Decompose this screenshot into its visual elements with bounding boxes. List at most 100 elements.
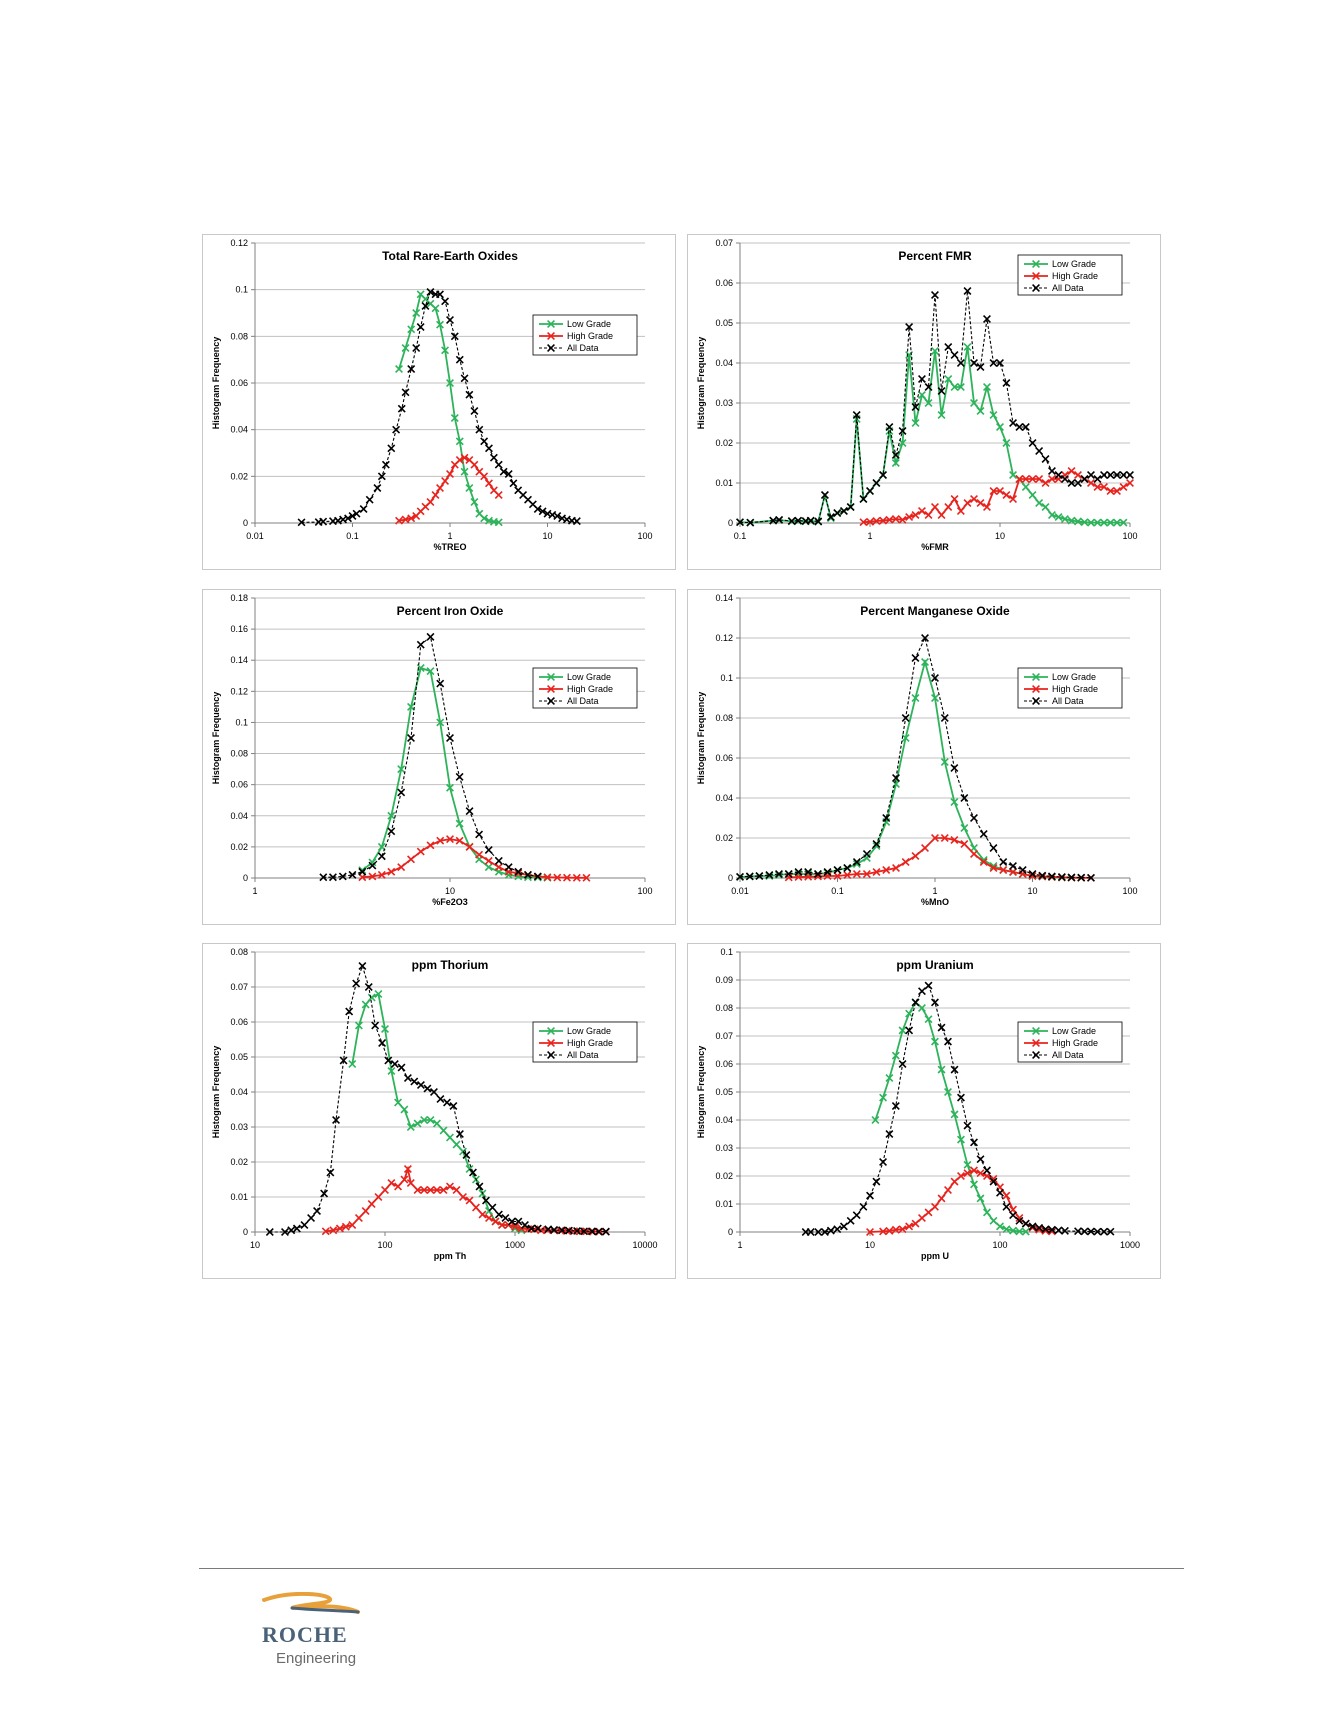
y-tick-label: 0.08 — [230, 331, 248, 341]
series-line — [863, 469, 1131, 524]
legend-label: Low Grade — [567, 319, 611, 329]
series-high-grade — [358, 835, 591, 882]
data-point — [1087, 479, 1095, 487]
y-tick-label: 0 — [243, 518, 248, 528]
data-point — [287, 1226, 296, 1235]
data-point — [970, 399, 978, 407]
data-point — [429, 1088, 438, 1096]
data-point — [397, 1063, 406, 1072]
data-point — [352, 509, 361, 518]
data-point — [491, 1217, 500, 1226]
data-point — [443, 1098, 451, 1107]
data-point — [416, 1081, 425, 1089]
data-point — [1067, 516, 1076, 525]
data-point — [381, 460, 390, 469]
data-point — [441, 477, 450, 485]
y-tick-label: 0.04 — [715, 1115, 733, 1125]
data-point — [395, 365, 403, 373]
data-point — [1015, 1216, 1024, 1225]
y-tick-label: 0 — [728, 873, 733, 883]
data-point — [445, 1182, 454, 1191]
x-tick-label: 0.01 — [731, 886, 749, 896]
data-point — [553, 873, 562, 882]
data-point — [313, 1207, 321, 1215]
data-point — [950, 1110, 959, 1119]
data-point — [1080, 518, 1089, 527]
data-point — [580, 1227, 589, 1236]
data-point — [891, 1051, 900, 1060]
data-point — [989, 411, 998, 419]
data-point — [445, 1133, 454, 1142]
data-point — [989, 359, 998, 367]
data-point — [441, 346, 450, 355]
legend-marker — [1032, 260, 1040, 268]
x-axis-label: %FMR — [921, 542, 949, 552]
data-point — [1041, 503, 1050, 511]
data-point — [1074, 1227, 1082, 1236]
data-point — [426, 667, 435, 676]
y-tick-label: 0.05 — [230, 1052, 248, 1062]
data-point — [1028, 870, 1037, 878]
y-axis-label: Histogram Frequency — [696, 692, 706, 785]
data-point — [892, 864, 900, 872]
x-tick-label: 10 — [250, 1240, 260, 1250]
data-point — [905, 1222, 914, 1231]
data-point — [891, 459, 900, 467]
y-tick-label: 0.1 — [720, 673, 733, 683]
data-point — [944, 1186, 952, 1194]
data-point — [917, 1214, 926, 1222]
y-tick-label: 0.08 — [230, 749, 248, 759]
data-point — [924, 511, 933, 519]
data-point — [1100, 518, 1108, 527]
data-point — [494, 518, 503, 527]
legend-label: Low Grade — [567, 672, 611, 682]
data-point — [1002, 1191, 1011, 1200]
y-tick-label: 0.08 — [230, 947, 248, 957]
data-point — [452, 1140, 461, 1149]
y-tick-label: 0.03 — [715, 398, 733, 408]
data-point — [1047, 872, 1056, 881]
data-point — [329, 1226, 338, 1235]
data-point — [924, 399, 933, 407]
data-point — [999, 858, 1008, 866]
y-tick-label: 0.09 — [715, 975, 733, 985]
data-point — [820, 1228, 829, 1236]
data-point — [439, 1126, 448, 1135]
data-point — [1002, 1225, 1011, 1234]
data-point — [1087, 873, 1095, 882]
data-point — [885, 1074, 894, 1082]
data-point — [1028, 1222, 1037, 1231]
legend-marker — [547, 344, 555, 352]
data-point — [866, 1191, 874, 1200]
legend-label: High Grade — [1052, 271, 1098, 281]
data-point — [859, 518, 868, 527]
data-point — [1021, 1219, 1030, 1228]
data-point — [746, 518, 755, 527]
data-point — [976, 1155, 985, 1164]
y-tick-label: 0.1 — [235, 717, 248, 727]
data-point — [556, 1226, 565, 1235]
data-point — [431, 304, 440, 313]
series-line — [269, 964, 606, 1233]
data-point — [1080, 1227, 1089, 1236]
data-point — [879, 1093, 888, 1102]
legend-label: High Grade — [1052, 1038, 1098, 1048]
data-point — [1100, 471, 1108, 479]
y-tick-label: 0.08 — [715, 1003, 733, 1013]
data-point — [413, 1119, 422, 1128]
series-low-grade — [348, 990, 526, 1235]
legend-label: All Data — [567, 343, 599, 353]
data-point — [1047, 467, 1056, 475]
data-point — [956, 507, 965, 515]
logo-swoosh-icon — [262, 1592, 360, 1614]
data-point — [572, 517, 581, 526]
data-point — [866, 487, 874, 495]
legend-marker — [547, 332, 555, 340]
data-point — [470, 460, 479, 469]
legend-marker — [1032, 284, 1040, 292]
data-point — [265, 1228, 274, 1236]
data-point — [970, 844, 978, 852]
data-point — [470, 498, 479, 506]
data-point — [930, 291, 939, 299]
y-tick-label: 0.06 — [715, 1059, 733, 1069]
